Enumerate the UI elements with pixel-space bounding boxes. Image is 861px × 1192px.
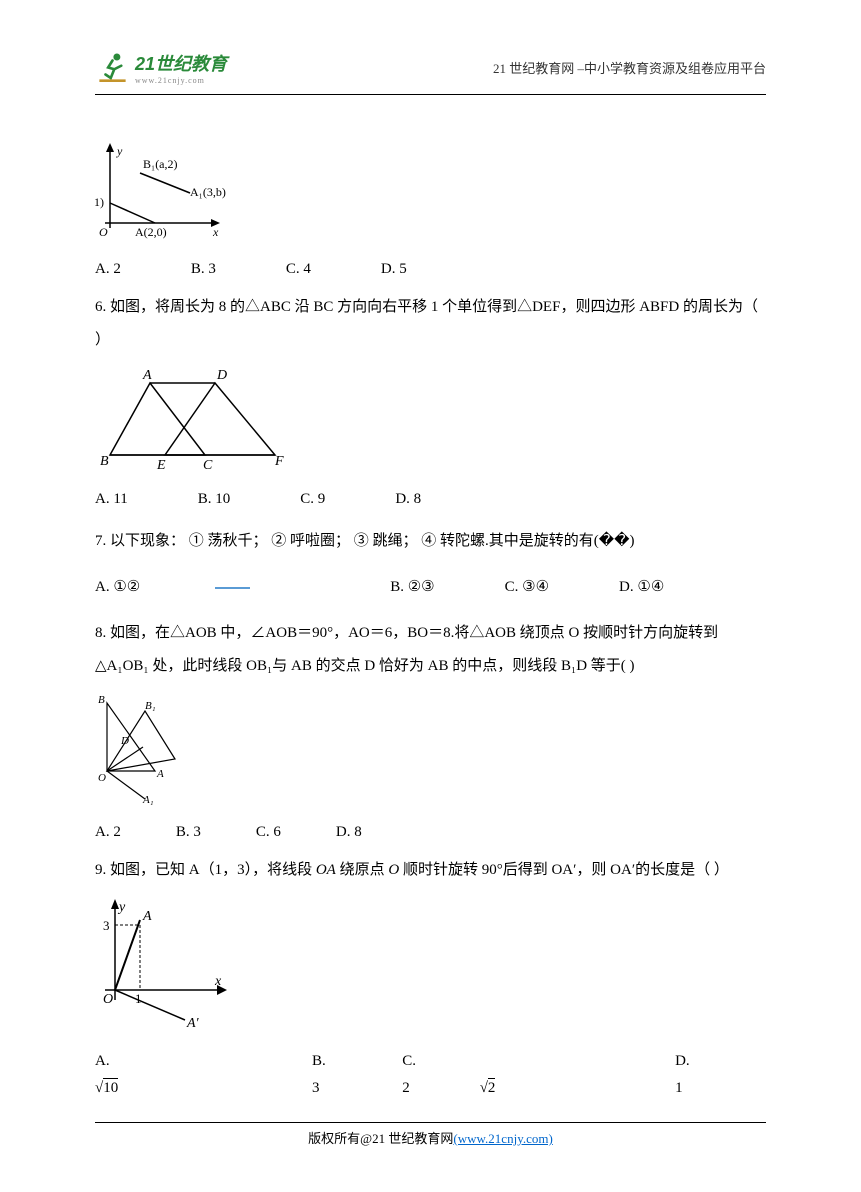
logo: 21世纪教育 www.21cnjy.com (95, 50, 227, 85)
svg-text:x: x (214, 974, 222, 989)
svg-text:A₁: A₁ (142, 794, 154, 806)
svg-text:D: D (120, 735, 129, 747)
svg-text:y: y (116, 144, 123, 158)
svg-text:3: 3 (103, 918, 110, 933)
svg-text:x: x (212, 225, 219, 239)
q9-options: A. √10 B. 3 C. 2√2 D. 1 (95, 1048, 766, 1102)
q6-text: 6. 如图，将周长为 8 的△ABC 沿 BC 方向向右平移 1 个单位得到△D… (95, 291, 766, 357)
q7-options: A. ①② B. ②③ C. ③④ D. ①④ (95, 574, 766, 601)
q6-option-d: D. 8 (395, 486, 421, 513)
q9-option-d: D. 1 (675, 1048, 696, 1102)
svg-text:y: y (117, 900, 126, 915)
figure-q6: A D B E C F (95, 365, 766, 478)
svg-text:O: O (99, 225, 108, 239)
q5-option-a: A. 2 (95, 256, 121, 283)
q9-text: 9. 如图，已知 A（1，3），将线段 OA 绕原点 O 顺时针旋转 90°后得… (95, 854, 766, 887)
q5-options: A. 2 B. 3 C. 4 D. 5 (95, 256, 766, 283)
svg-text:B₁: B₁ (145, 700, 156, 712)
logo-main-text: 21世纪教育 (135, 50, 227, 76)
svg-text:B: B (98, 694, 105, 706)
q5-option-c: C. 4 (286, 256, 311, 283)
svg-text:B: B (100, 454, 109, 469)
svg-text:B₁(a,2): B₁(a,2) (143, 157, 178, 171)
q7-option-b: B. ②③ (390, 574, 434, 601)
q7-option-c: C. ③④ (505, 574, 549, 601)
svg-text:A′: A′ (186, 1016, 200, 1031)
q7-option-a: A. ①② (95, 574, 320, 601)
svg-text:O: O (98, 772, 106, 784)
page-header: 21世纪教育 www.21cnjy.com 21 世纪教育网 –中小学教育资源及… (95, 45, 766, 95)
q7-option-d: D. ①④ (619, 574, 664, 601)
q9-option-b: B. 3 (312, 1048, 332, 1102)
svg-text:1: 1 (135, 991, 142, 1006)
header-right-text: 21 世纪教育网 –中小学教育资源及组卷应用平台 (493, 58, 766, 77)
svg-text:A: A (142, 368, 152, 383)
footer-link[interactable]: (www.21cnjy.com) (453, 1131, 552, 1146)
svg-text:B(0,1): B(0,1) (95, 195, 104, 209)
content-area: y x O B(0,1) B₁(a,2) A(2,0) A₁(3,b) A. 2… (95, 130, 766, 1110)
q5-option-d: D. 5 (381, 256, 407, 283)
svg-text:A: A (142, 909, 152, 924)
figure-q5: y x O B(0,1) B₁(a,2) A(2,0) A₁(3,b) (95, 138, 766, 248)
q8-option-a: A. 2 (95, 819, 121, 846)
svg-text:E: E (156, 458, 166, 473)
q6-options: A. 11 B. 10 C. 9 D. 8 (95, 486, 766, 513)
figure-q8: B B₁ D O A A₁ (95, 691, 766, 811)
q8-text: 8. 如图，在△AOB 中，∠AOB＝90°，AO＝6，BO＝8.将△AOB 绕… (95, 617, 766, 683)
page-footer: 版权所有@21 世纪教育网(www.21cnjy.com) (95, 1122, 766, 1147)
q6-option-a: A. 11 (95, 486, 128, 513)
figure-q9: y x O A A′ 3 1 (95, 895, 766, 1040)
svg-text:F: F (274, 454, 284, 469)
footer-text: 版权所有@21 世纪教育网 (308, 1131, 453, 1146)
q5-option-b: B. 3 (191, 256, 216, 283)
q8-option-c: C. 6 (256, 819, 281, 846)
q6-option-b: B. 10 (198, 486, 231, 513)
q8-option-d: D. 8 (336, 819, 362, 846)
logo-sub-text: www.21cnjy.com (135, 76, 227, 85)
q7-text: 7. 以下现象： ① 荡秋千； ② 呼啦圈； ③ 跳绳； ④ 转陀螺.其中是旋转… (95, 525, 766, 558)
q9-option-c: C. 2√2 (402, 1048, 605, 1102)
svg-text:O: O (103, 992, 113, 1007)
q8-options: A. 2 B. 3 C. 6 D. 8 (95, 819, 766, 846)
svg-text:A: A (156, 768, 164, 780)
svg-text:D: D (216, 368, 227, 383)
q9-option-a: A. √10 (95, 1048, 242, 1102)
q8-option-b: B. 3 (176, 819, 201, 846)
svg-text:C: C (203, 458, 213, 473)
svg-text:A₁(3,b): A₁(3,b) (190, 185, 226, 199)
q6-option-c: C. 9 (300, 486, 325, 513)
svg-text:A(2,0): A(2,0) (135, 225, 167, 239)
runner-icon (95, 50, 130, 85)
